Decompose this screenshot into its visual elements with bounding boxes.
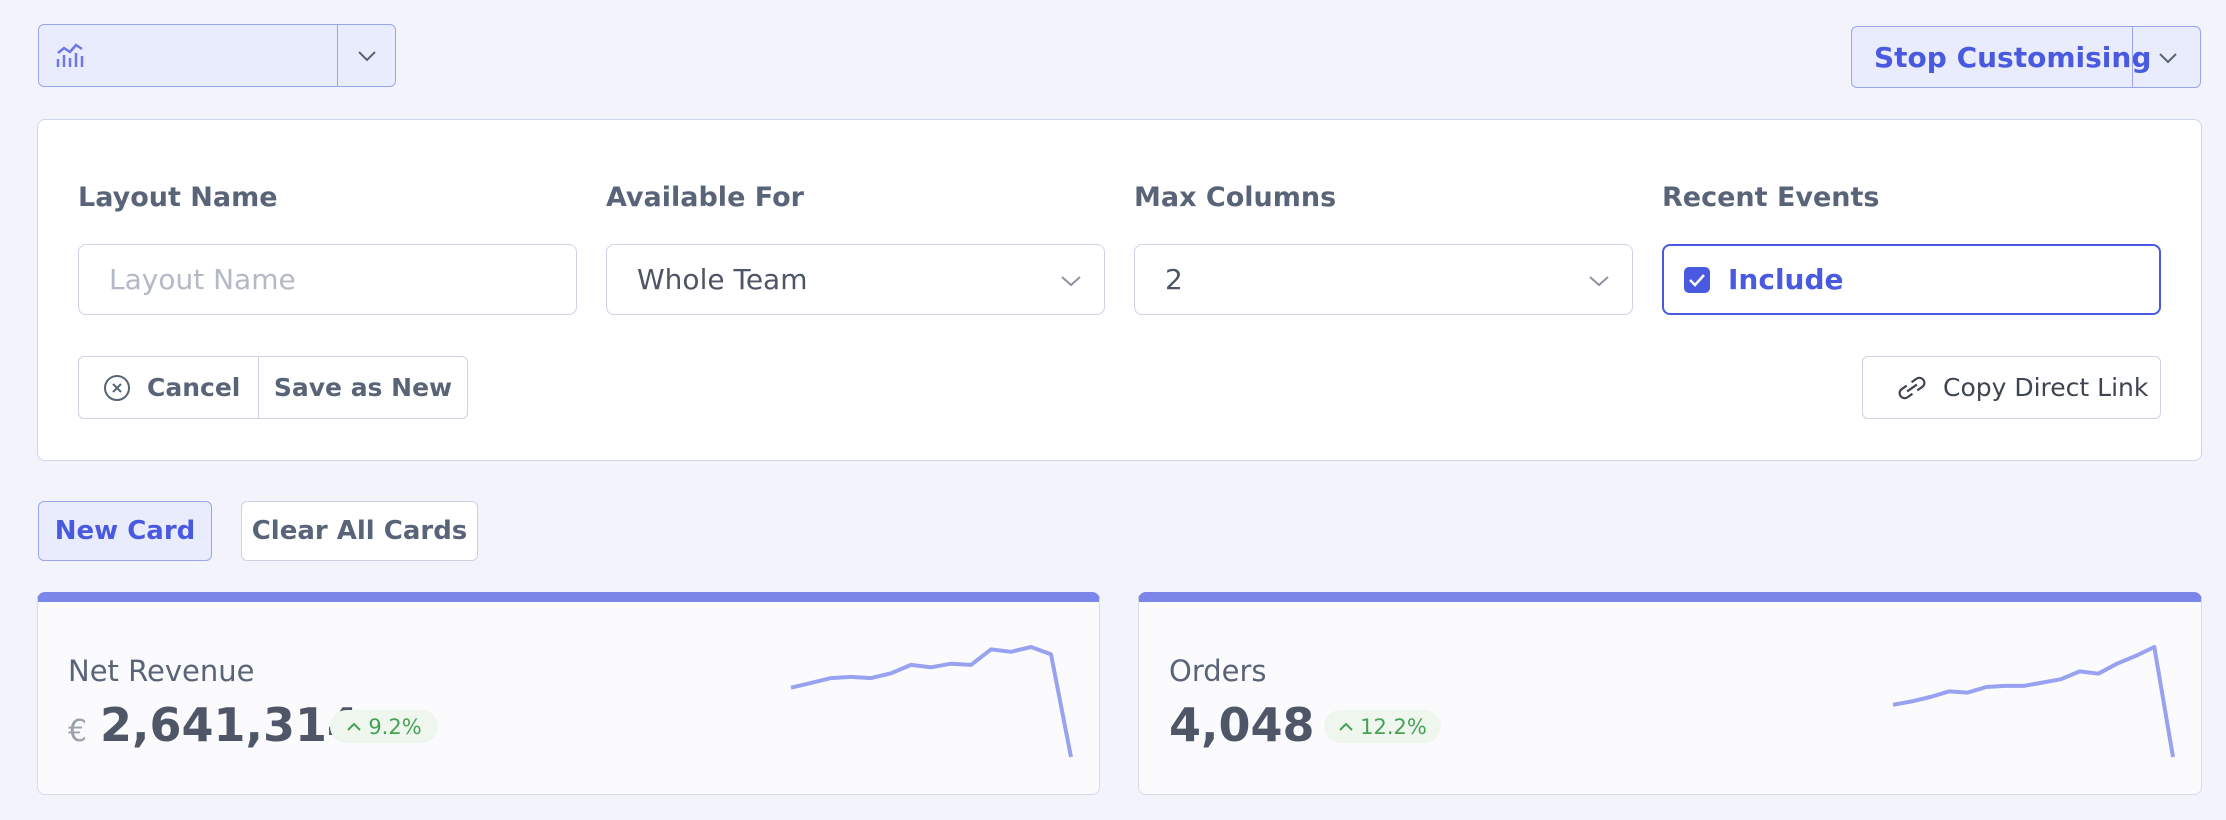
chart-icon	[56, 42, 84, 67]
checkbox-field[interactable]: Include	[1662, 244, 2161, 315]
sparkline-path	[790, 645, 1073, 758]
button-label: Stop Customising	[1874, 40, 2152, 74]
new-card-button[interactable]: New Card	[38, 501, 212, 561]
button-label: Cancel	[147, 373, 241, 402]
copy-link-button[interactable]: Copy Direct Link	[1862, 356, 2161, 419]
checkbox[interactable]	[1684, 266, 1710, 293]
select-value: Whole Team	[637, 263, 808, 296]
card-title: Net Revenue	[68, 654, 255, 688]
x-circle-icon	[104, 374, 130, 401]
metric-card: Orders 4,048 12.2%	[1138, 592, 2202, 795]
select[interactable]: 2	[1134, 244, 1633, 315]
card-value: 4,048	[1169, 698, 1315, 752]
metric-card: Net Revenue € 2,641,314 9.2%	[37, 592, 1100, 795]
chevron	[1061, 276, 1081, 287]
select[interactable]: Whole Team	[606, 244, 1105, 315]
cancel-button[interactable]: Cancel	[78, 356, 259, 419]
sparkline	[790, 645, 1073, 758]
field-label: Available For	[606, 182, 804, 213]
divider	[337, 25, 338, 86]
view-select[interactable]	[38, 24, 396, 87]
button-label: Copy Direct Link	[1943, 373, 2149, 402]
card-value: 2,641,314	[100, 698, 359, 752]
field-label: Max Columns	[1134, 182, 1337, 213]
divider	[2132, 27, 2133, 87]
stop-customising-button[interactable]: Stop Customising	[1851, 26, 2201, 88]
link-icon	[1898, 376, 1926, 399]
save-as-new-button[interactable]: Save as New	[258, 356, 468, 419]
field-label: Layout Name	[78, 182, 278, 213]
clear-cards-button[interactable]: Clear All Cards	[241, 501, 478, 561]
chevron	[2159, 53, 2177, 64]
currency: €	[68, 714, 88, 749]
up-icon	[1339, 722, 1353, 731]
chevron	[358, 51, 376, 62]
sparkline	[1892, 645, 2175, 758]
change-badge: 12.2%	[1324, 710, 1441, 743]
card-title: Orders	[1169, 654, 1267, 688]
sparkline-path	[1892, 645, 2175, 758]
change-badge: 9.2%	[330, 710, 438, 743]
up-icon	[347, 722, 362, 731]
select-value: 2	[1165, 263, 1183, 296]
text-input[interactable]: Layout Name	[78, 244, 577, 315]
change-value: 12.2%	[1360, 714, 1427, 739]
field-label: Recent Events	[1662, 182, 1880, 213]
chevron	[1589, 276, 1609, 287]
change-value: 9.2%	[368, 714, 422, 739]
checkbox-label: Include	[1728, 263, 1844, 296]
